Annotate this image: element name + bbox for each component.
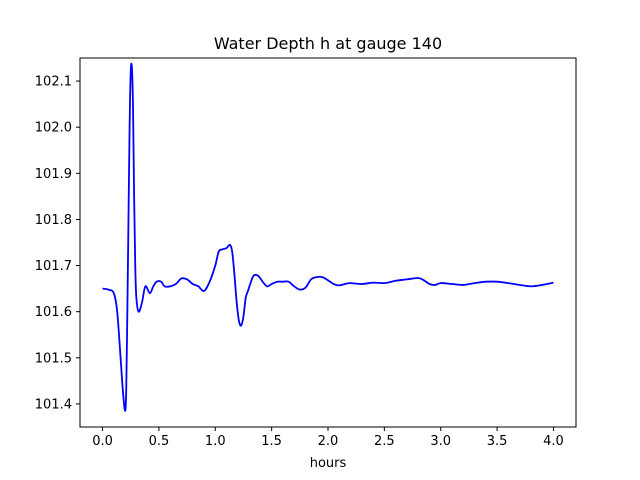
x-tick-label: 0.5 (149, 434, 170, 449)
x-tick-label: 3.5 (487, 434, 508, 449)
y-tick-label: 101.5 (35, 351, 72, 366)
x-tick-label: 2.5 (374, 434, 395, 449)
y-tick-label: 101.6 (35, 305, 72, 320)
x-tick-label: 4.0 (543, 434, 564, 449)
y-tick-label: 102.1 (35, 75, 72, 90)
chart-title: Water Depth h at gauge 140 (214, 34, 442, 53)
x-tick-label: 0.0 (92, 434, 113, 449)
y-tick-label: 101.4 (35, 397, 72, 412)
x-tick-label: 2.0 (318, 434, 339, 449)
x-axis-label: hours (310, 456, 347, 471)
x-tick-label: 3.0 (430, 434, 451, 449)
y-tick-label: 102.0 (35, 121, 72, 136)
x-tick-label: 1.0 (205, 434, 226, 449)
y-tick-label: 101.7 (35, 259, 72, 274)
y-tick-label: 101.9 (35, 167, 72, 182)
x-tick-label: 1.5 (261, 434, 282, 449)
y-tick-label: 101.8 (35, 213, 72, 228)
